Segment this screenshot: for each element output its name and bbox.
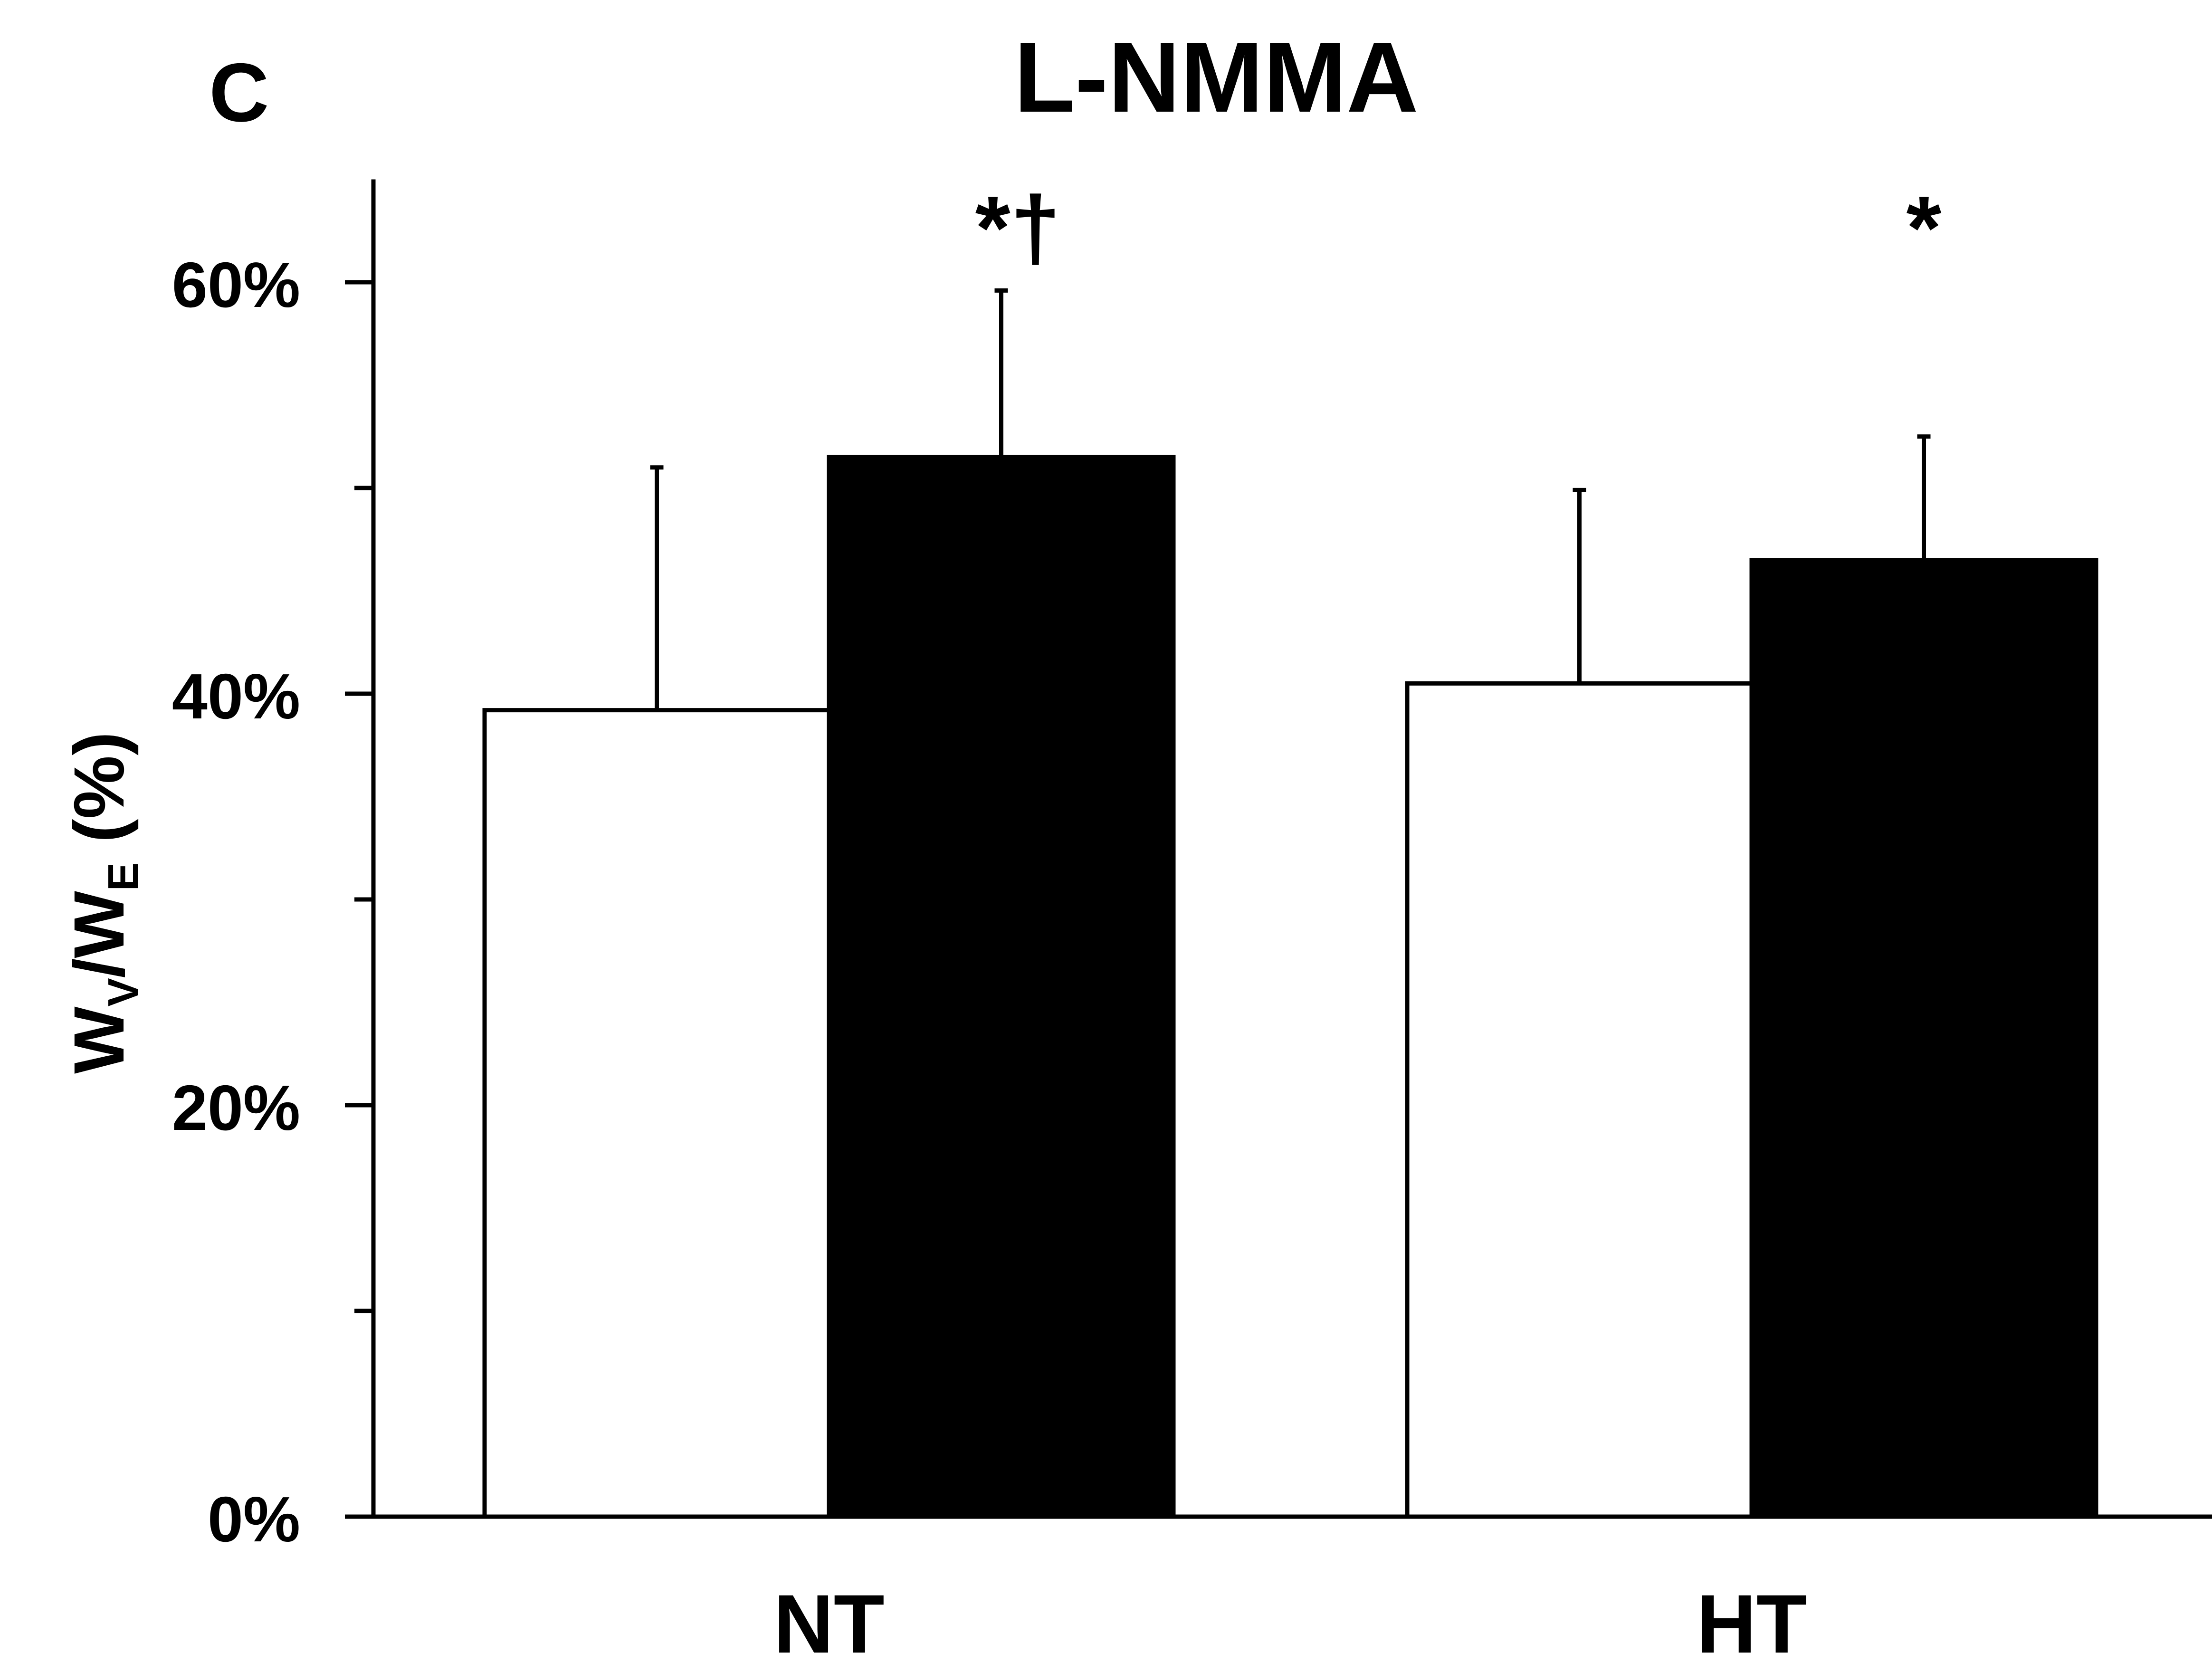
bar [827, 455, 1176, 1519]
y-tick-label: 40% [172, 660, 300, 732]
bar [1405, 681, 1754, 1519]
bar [482, 708, 831, 1519]
plot-area: 0% 20% 40% 60% NT *† HT * [172, 178, 2212, 1663]
x-category-label: NT [773, 1578, 884, 1663]
y-label-sub-v: V [100, 978, 147, 1006]
significance-marker: *† [975, 178, 1061, 278]
y-tick-label: 60% [172, 249, 300, 321]
y-label-main: W [59, 1006, 139, 1074]
y-tick-label: 0% [208, 1483, 300, 1555]
panel-letter: C [209, 47, 269, 139]
bar [1749, 558, 2098, 1519]
chart-title: L-NMMA [1014, 21, 1418, 133]
x-category-label: HT [1696, 1578, 1807, 1663]
svg-text:WV/WE (%): WV/WE (%) [59, 732, 147, 1074]
y-label-sub-e: E [100, 862, 147, 891]
y-label-unit: (%) [59, 732, 139, 862]
y-label-slash: /W [59, 891, 139, 978]
significance-marker: * [1907, 178, 1942, 278]
y-tick-label: 20% [172, 1072, 300, 1144]
y-axis-label: WV/WE (%) [59, 732, 147, 1074]
